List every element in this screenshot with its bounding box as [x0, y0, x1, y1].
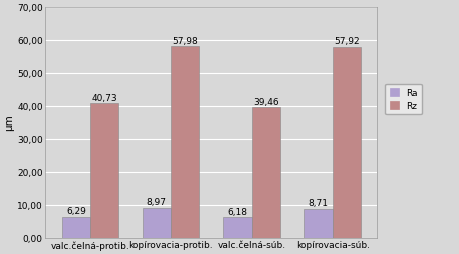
Y-axis label: µm: µm [4, 114, 14, 131]
Bar [304, 209, 332, 238]
Text: 39,46: 39,46 [252, 97, 278, 106]
Bar [251, 108, 280, 238]
Legend: Ra, Rz: Ra, Rz [384, 84, 421, 115]
Bar [90, 104, 118, 238]
Text: 8,97: 8,97 [146, 198, 166, 207]
Bar [142, 208, 170, 238]
Text: 57,98: 57,98 [172, 37, 197, 45]
Text: 6,18: 6,18 [227, 207, 247, 216]
Text: 6,29: 6,29 [66, 206, 85, 215]
Bar [170, 47, 199, 238]
Bar [223, 217, 251, 238]
Bar [62, 217, 90, 238]
Bar [332, 47, 360, 238]
Text: 40,73: 40,73 [91, 93, 117, 102]
Text: 57,92: 57,92 [333, 37, 359, 46]
Text: 8,71: 8,71 [308, 198, 328, 207]
